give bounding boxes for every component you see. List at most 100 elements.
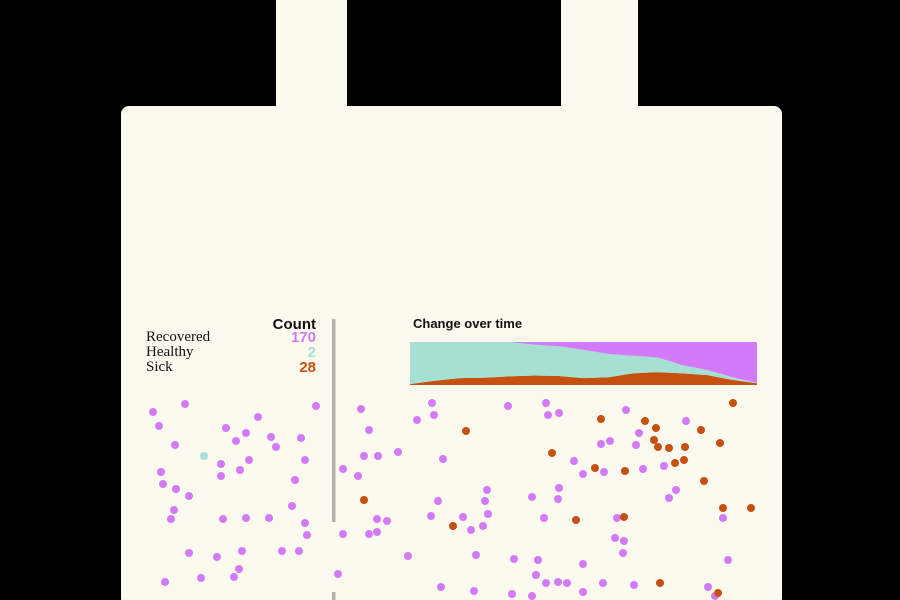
person-dot-recovered: [430, 411, 438, 419]
person-dot-recovered: [185, 492, 193, 500]
person-dot-recovered: [540, 514, 548, 522]
person-dot-recovered: [635, 429, 643, 437]
person-dot-recovered: [620, 537, 628, 545]
person-dot-recovered: [312, 402, 320, 410]
person-dot-recovered: [484, 510, 492, 518]
person-dot-recovered: [483, 486, 491, 494]
person-dot-recovered: [149, 408, 157, 416]
person-dot-sick: [729, 399, 737, 407]
person-dot-sick: [697, 426, 705, 434]
person-dot-recovered: [278, 547, 286, 555]
person-dot-sick: [719, 504, 727, 512]
person-dot-sick: [654, 443, 662, 451]
person-dot-recovered: [542, 579, 550, 587]
person-dot-recovered: [339, 465, 347, 473]
person-dot-recovered: [303, 531, 311, 539]
count-header: Count: [272, 316, 316, 333]
divider-line-lower: [332, 592, 336, 600]
person-dot-recovered: [719, 514, 727, 522]
person-dot-recovered: [230, 573, 238, 581]
chart-title: Change over time: [413, 316, 523, 331]
person-dot-recovered: [704, 583, 712, 591]
person-dot-sick: [572, 516, 580, 524]
legend-row-recovered: Recovered 170: [146, 329, 318, 346]
person-dot-recovered: [157, 468, 165, 476]
person-dot-sick: [620, 513, 628, 521]
person-dot-recovered: [554, 495, 562, 503]
person-dot-recovered: [295, 547, 303, 555]
person-dot-recovered: [213, 553, 221, 561]
person-dot-recovered: [297, 434, 305, 442]
person-dot-recovered: [579, 560, 587, 568]
person-dot-sick: [650, 436, 658, 444]
person-dot-healthy: [200, 452, 208, 460]
person-dot-recovered: [374, 452, 382, 460]
person-dot-recovered: [660, 462, 668, 470]
person-dot-recovered: [724, 556, 732, 564]
legend-count: 28: [299, 359, 316, 376]
legend-label: Recovered: [146, 329, 211, 345]
person-dot-recovered: [238, 547, 246, 555]
person-dot-sick: [671, 459, 679, 467]
person-dot-recovered: [217, 472, 225, 480]
change-over-time-chart: [410, 342, 757, 385]
person-dot-recovered: [185, 549, 193, 557]
person-dot-recovered: [265, 514, 273, 522]
person-dot-recovered: [404, 552, 412, 560]
person-dot-recovered: [242, 429, 250, 437]
person-dot-recovered: [622, 406, 630, 414]
person-dot-recovered: [219, 515, 227, 523]
legend-count: 2: [307, 344, 316, 361]
person-dot-recovered: [470, 587, 478, 595]
area-healthy: [410, 342, 757, 385]
person-dot-recovered: [413, 416, 421, 424]
bag-handle-left: [276, 0, 347, 112]
person-dot-recovered: [632, 441, 640, 449]
person-dot-recovered: [288, 502, 296, 510]
person-dot-sick: [714, 589, 722, 597]
person-dot-recovered: [544, 411, 552, 419]
person-dot-recovered: [528, 592, 536, 600]
person-dot-recovered: [532, 571, 540, 579]
person-dot-recovered: [242, 514, 250, 522]
person-dot-recovered: [334, 570, 342, 578]
person-dot-recovered: [434, 497, 442, 505]
person-dot-recovered: [267, 433, 275, 441]
legend-row-healthy: Healthy 2: [146, 344, 318, 361]
person-dot-sick: [700, 477, 708, 485]
person-dot-recovered: [357, 405, 365, 413]
person-dot-recovered: [354, 472, 362, 480]
person-dot-recovered: [428, 399, 436, 407]
person-dot-recovered: [508, 590, 516, 598]
person-dot-recovered: [672, 486, 680, 494]
person-dot-recovered: [600, 468, 608, 476]
person-dot-sick: [716, 439, 724, 447]
area-recovered: [410, 342, 757, 383]
person-dot-sick: [681, 443, 689, 451]
person-dot-recovered: [427, 512, 435, 520]
person-dot-sick: [360, 496, 368, 504]
person-dot-recovered: [439, 455, 447, 463]
person-dot-recovered: [479, 522, 487, 530]
person-dot-recovered: [570, 457, 578, 465]
person-dot-recovered: [171, 441, 179, 449]
person-dot-recovered: [613, 514, 621, 522]
person-dot-recovered: [254, 413, 262, 421]
person-dot-sick: [621, 467, 629, 475]
population-dots: [149, 399, 755, 600]
person-dot-recovered: [197, 574, 205, 582]
legend-count: 170: [290, 329, 316, 346]
person-dot-sick: [680, 456, 688, 464]
person-dot-recovered: [555, 409, 563, 417]
legend-row-sick: Sick 28: [146, 359, 318, 376]
person-dot-recovered: [222, 424, 230, 432]
person-dot-sick: [597, 415, 605, 423]
person-dot-recovered: [373, 515, 381, 523]
person-dot-recovered: [639, 465, 647, 473]
person-dot-recovered: [365, 530, 373, 538]
person-dot-recovered: [236, 466, 244, 474]
person-dot-recovered: [665, 494, 673, 502]
person-dot-recovered: [373, 528, 381, 536]
person-dot-sick: [665, 444, 673, 452]
person-dot-recovered: [272, 443, 280, 451]
